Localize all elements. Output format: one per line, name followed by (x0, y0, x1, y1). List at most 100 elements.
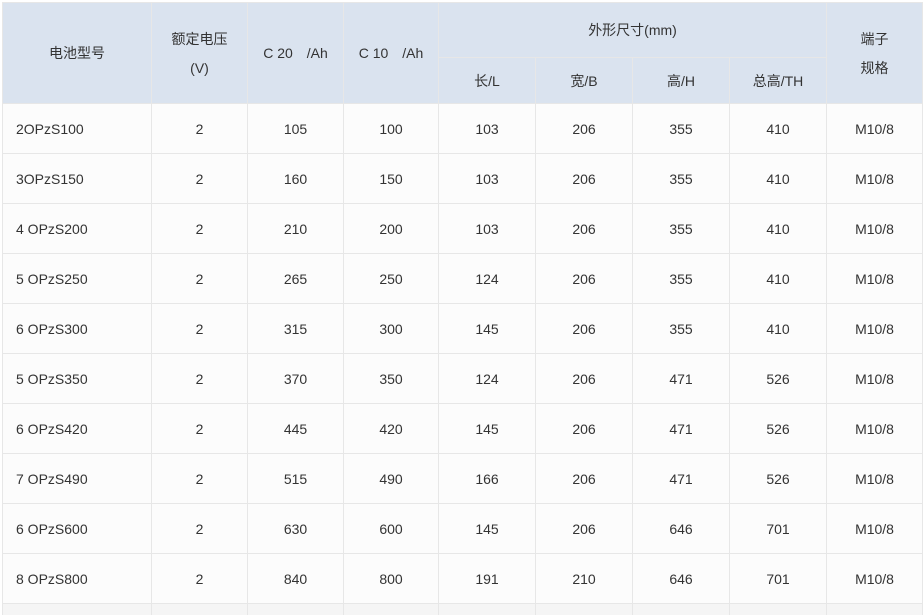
table-row: 4 OPzS200 2 210 200 103 206 355 410 M10/… (2, 203, 923, 254)
cell-voltage: 2 (151, 153, 248, 204)
cell-height: 471 (632, 403, 730, 454)
cell-c10: 420 (343, 403, 439, 454)
cell-c10: 100 (343, 103, 439, 154)
cell-height: 471 (632, 353, 730, 404)
cell-height: 355 (632, 203, 730, 254)
header-cell-c10: C 10 /Ah (343, 2, 439, 104)
cell-height: 355 (632, 253, 730, 304)
cell-total-height: 526 (728, 453, 828, 504)
cell-width: 206 (535, 103, 633, 154)
cell-model: 3OPzS150 (2, 153, 152, 204)
cell-empty (247, 603, 344, 615)
cell-length: 191 (438, 553, 536, 604)
header-voltage-line2: (V) (190, 59, 209, 76)
cell-c10: 490 (343, 453, 439, 504)
cell-voltage: 2 (151, 203, 248, 254)
table-body: 2OPzS100 2 105 100 103 206 355 410 M10/8… (2, 103, 923, 615)
cell-length: 145 (438, 303, 536, 354)
table-row: 3OPzS150 2 160 150 103 206 355 410 M10/8 (2, 153, 923, 204)
cell-c10: 150 (343, 153, 439, 204)
table-row: 6 OPzS300 2 315 300 145 206 355 410 M10/… (2, 303, 923, 354)
cell-model: 7 OPzS490 (2, 453, 152, 504)
cell-voltage: 2 (151, 503, 248, 554)
cell-terminal: M10/8 (826, 403, 923, 454)
cell-terminal: M10/8 (826, 303, 923, 354)
header-cell-terminal: 端子 规格 (826, 2, 923, 104)
cell-voltage: 2 (151, 553, 248, 604)
cell-total-height: 410 (728, 153, 828, 204)
cell-length: 166 (438, 453, 536, 504)
cell-c20: 160 (247, 153, 344, 204)
cell-height: 646 (632, 553, 730, 604)
cell-c10: 800 (343, 553, 439, 604)
cell-voltage: 2 (151, 303, 248, 354)
header-cell-voltage: 额定电压 (V) (151, 2, 248, 104)
cell-model: 6 OPzS300 (2, 303, 152, 354)
cell-empty (535, 603, 633, 615)
table-row: 2OPzS100 2 105 100 103 206 355 410 M10/8 (2, 103, 923, 154)
table-row-partial (2, 603, 923, 615)
cell-empty (728, 603, 828, 615)
cell-total-height: 526 (728, 403, 828, 454)
cell-empty (632, 603, 730, 615)
cell-c20: 265 (247, 253, 344, 304)
cell-length: 124 (438, 253, 536, 304)
cell-length: 103 (438, 103, 536, 154)
table-header: 电池型号 额定电压 (V) C 20 /Ah C 10 /Ah 外形尺寸(mm)… (2, 2, 923, 104)
header-cell-dimensions: 外形尺寸(mm) (437, 2, 828, 58)
cell-length: 145 (438, 403, 536, 454)
cell-total-height: 701 (728, 503, 828, 554)
cell-c20: 515 (247, 453, 344, 504)
header-terminal-line2: 规格 (860, 59, 889, 76)
cell-empty (438, 603, 536, 615)
header-cell-total-height: 总高/TH (728, 57, 828, 104)
cell-terminal: M10/8 (826, 253, 923, 304)
cell-length: 103 (438, 153, 536, 204)
cell-model: 6 OPzS600 (2, 503, 152, 554)
cell-c10: 600 (343, 503, 439, 554)
cell-model: 4 OPzS200 (2, 203, 152, 254)
cell-voltage: 2 (151, 353, 248, 404)
cell-terminal: M10/8 (826, 453, 923, 504)
cell-c20: 445 (247, 403, 344, 454)
cell-model: 2OPzS100 (2, 103, 152, 154)
cell-width: 206 (535, 403, 633, 454)
cell-empty (151, 603, 248, 615)
cell-width: 210 (535, 553, 633, 604)
cell-model: 5 OPzS350 (2, 353, 152, 404)
table-row: 6 OPzS600 2 630 600 145 206 646 701 M10/… (2, 503, 923, 554)
header-cell-c20: C 20 /Ah (247, 2, 344, 104)
table-row: 5 OPzS250 2 265 250 124 206 355 410 M10/… (2, 253, 923, 304)
header-cell-model: 电池型号 (2, 2, 152, 104)
cell-length: 124 (438, 353, 536, 404)
cell-c10: 250 (343, 253, 439, 304)
table-row: 6 OPzS420 2 445 420 145 206 471 526 M10/… (2, 403, 923, 454)
cell-c20: 105 (247, 103, 344, 154)
cell-c10: 200 (343, 203, 439, 254)
table-row: 7 OPzS490 2 515 490 166 206 471 526 M10/… (2, 453, 923, 504)
cell-height: 355 (632, 103, 730, 154)
cell-width: 206 (535, 503, 633, 554)
cell-model: 6 OPzS420 (2, 403, 152, 454)
cell-voltage: 2 (151, 103, 248, 154)
cell-width: 206 (535, 253, 633, 304)
cell-width: 206 (535, 153, 633, 204)
cell-empty (826, 603, 923, 615)
cell-empty (343, 603, 439, 615)
cell-width: 206 (535, 353, 633, 404)
cell-voltage: 2 (151, 253, 248, 304)
cell-length: 145 (438, 503, 536, 554)
cell-terminal: M10/8 (826, 153, 923, 204)
cell-total-height: 410 (728, 303, 828, 354)
cell-width: 206 (535, 203, 633, 254)
cell-total-height: 410 (728, 203, 828, 254)
cell-terminal: M10/8 (826, 553, 923, 604)
cell-model: 8 OPzS800 (2, 553, 152, 604)
cell-voltage: 2 (151, 403, 248, 454)
cell-height: 471 (632, 453, 730, 504)
table-row: 5 OPzS350 2 370 350 124 206 471 526 M10/… (2, 353, 923, 404)
cell-height: 646 (632, 503, 730, 554)
cell-c20: 840 (247, 553, 344, 604)
